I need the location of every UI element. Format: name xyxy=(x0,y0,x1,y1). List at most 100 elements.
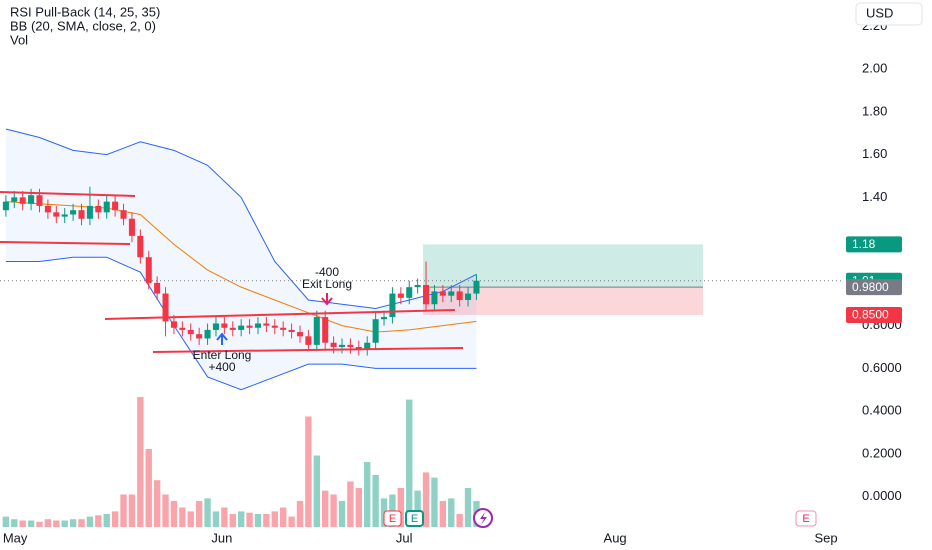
volume-bar xyxy=(170,501,178,527)
candle-body xyxy=(254,323,262,328)
volume-bar xyxy=(212,511,220,527)
volume-bar xyxy=(2,516,10,527)
volume-bar xyxy=(153,480,161,527)
candle-body xyxy=(355,347,362,350)
price-label-bg xyxy=(846,279,902,296)
volume-bar xyxy=(61,520,68,527)
volume-bar xyxy=(86,516,94,527)
candle-body xyxy=(187,329,194,335)
indicator-title: Vol xyxy=(10,32,28,47)
candle-body xyxy=(154,282,161,294)
volume-bar xyxy=(305,416,312,527)
volume-bar xyxy=(103,514,110,527)
y-tick-label: 1.40 xyxy=(862,189,887,204)
volume-bar xyxy=(279,507,287,527)
volume-bar xyxy=(229,514,236,527)
candle-body xyxy=(389,293,396,318)
volume-bar xyxy=(347,481,354,527)
trendline xyxy=(152,347,464,353)
y-tick-label: 0.0000 xyxy=(862,488,902,503)
exit-arrow xyxy=(321,293,333,306)
volume-bar xyxy=(372,475,379,527)
candle-body xyxy=(162,293,169,322)
candle-body xyxy=(86,205,93,219)
event-badge[interactable] xyxy=(405,510,424,527)
volume-bar xyxy=(36,521,43,527)
volume-bar xyxy=(439,501,447,527)
volume-bar xyxy=(288,516,295,527)
entry-arrow xyxy=(216,332,228,345)
target-zone xyxy=(423,244,703,288)
volume-bar xyxy=(422,472,430,527)
candle-body xyxy=(288,329,295,333)
candle-body xyxy=(120,210,127,219)
volume-bar xyxy=(78,519,85,527)
volume-bar xyxy=(27,520,35,527)
price-label: 0.9800 xyxy=(852,280,889,294)
candle-body xyxy=(448,291,455,296)
candle-body xyxy=(364,342,371,350)
volume-bar xyxy=(397,488,405,527)
event-label: E xyxy=(802,513,809,525)
signal-text: Enter Long xyxy=(193,348,252,362)
candle-body xyxy=(338,344,346,347)
volume-bar xyxy=(296,501,304,527)
volume-bar xyxy=(120,494,127,527)
price-label: 0.8500 xyxy=(852,308,889,322)
x-tick-label: Jul xyxy=(396,530,413,545)
candle-body xyxy=(112,201,119,211)
volume-bar xyxy=(145,449,152,527)
candle-body xyxy=(414,285,421,288)
volume-bar xyxy=(246,512,253,527)
candle-body xyxy=(2,201,9,211)
candle-body xyxy=(271,325,278,328)
candle-body xyxy=(347,344,354,347)
volume-bar xyxy=(414,490,421,527)
price-label: 1.18 xyxy=(852,237,876,251)
volume-bar xyxy=(254,514,262,527)
volume-bar xyxy=(464,488,472,527)
event-label: E xyxy=(389,513,396,525)
candle-body xyxy=(439,291,446,296)
y-tick-label: 0.2000 xyxy=(862,445,902,460)
candle-body xyxy=(229,327,236,330)
candle-body xyxy=(263,323,270,326)
candle-body xyxy=(423,285,430,305)
candle-body xyxy=(11,197,18,202)
event-badge[interactable] xyxy=(795,510,817,527)
y-tick-label: 1.60 xyxy=(862,146,887,161)
candle-body xyxy=(36,195,43,206)
candle-body xyxy=(128,218,135,236)
volume-bar xyxy=(355,488,363,527)
bb-upper xyxy=(5,128,477,310)
indicator-title: BB (20, SMA, close, 2, 0) xyxy=(10,18,156,33)
event-badge[interactable] xyxy=(383,510,402,527)
candle-body xyxy=(170,321,177,328)
candle-body xyxy=(196,334,203,339)
volume-bar xyxy=(187,511,194,527)
currency-label: USD xyxy=(866,5,893,20)
event-label: E xyxy=(411,513,418,525)
stop-zone xyxy=(423,287,703,315)
x-tick-label: Jun xyxy=(211,530,232,545)
candle-body xyxy=(246,325,253,328)
candle-body xyxy=(28,195,35,204)
volume-bar xyxy=(338,501,346,527)
volume-bar xyxy=(137,397,144,527)
volume-bar xyxy=(330,494,337,527)
volume-bar xyxy=(44,519,52,527)
volume-bar xyxy=(128,494,136,527)
indicator-title: RSI Pull-Back (14, 25, 35) xyxy=(10,4,160,19)
currency-button[interactable] xyxy=(855,2,923,26)
volume-bar xyxy=(431,477,438,527)
volume-bar xyxy=(263,514,270,527)
candle-body xyxy=(44,205,51,213)
candle-body xyxy=(473,280,480,294)
volume-bar xyxy=(11,519,18,527)
candle-body xyxy=(145,257,152,283)
signal-qty: -400 xyxy=(315,265,339,279)
volume-bar xyxy=(456,514,463,527)
plot: 2.202.001.801.601.400.80000.60000.40000.… xyxy=(0,18,902,545)
price-label-bg xyxy=(846,236,902,253)
